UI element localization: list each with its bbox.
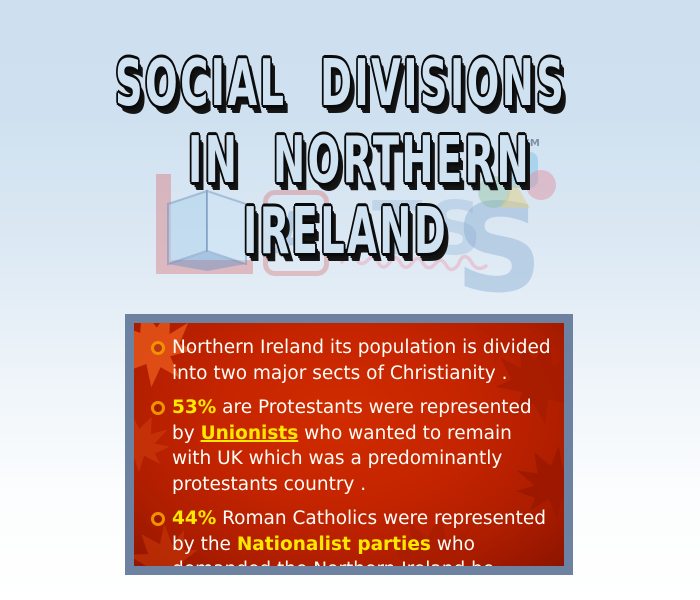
bullet-text-segment: who wanted to remain with UK which was a… (172, 422, 512, 495)
title-line-3: IRELAND (243, 195, 449, 269)
bullet-text-segment: Roman Catholics were represented by the (172, 508, 546, 555)
green-circle-icon (478, 176, 510, 208)
yellow-triangle-icon (500, 182, 530, 208)
bullet-item: Northern Ireland its population is divid… (151, 335, 553, 386)
bullet-ring-icon (151, 341, 165, 355)
bullet-item: 53% are Protestants were represented by … (151, 395, 553, 497)
logo-letter-a: A (263, 190, 329, 276)
red-circle-icon (526, 170, 556, 200)
bullet-item: 44% Roman Catholics were represented by … (151, 506, 553, 575)
bullet-text-segment: Northern Ireland its population is divid… (172, 337, 551, 384)
bullet-text-segment: who demanded the Northern Ireland be uni… (172, 533, 495, 575)
logo-letters-ts: TS (372, 186, 488, 272)
bullet-text-segment: 44% (172, 508, 217, 529)
script-flourish (340, 250, 488, 272)
bullet-text-segment: Unionists (200, 422, 299, 444)
trademark-label: TM (522, 138, 541, 149)
bullet-ring-icon (151, 512, 165, 526)
bullet-ring-icon (151, 401, 165, 415)
content-panel: Northern Ireland its population is divid… (125, 314, 573, 575)
bullet-text-segment: 53% (172, 397, 217, 418)
bullet-text-segment: Nationalist parties (236, 533, 431, 555)
book-logo-icon (156, 174, 253, 274)
blue-square-icon (502, 152, 538, 188)
title-line-1: SOCIAL DIVISIONS (115, 47, 567, 121)
title-line-2: IN NORTHERN (188, 124, 532, 198)
bullet-text-segment: are Protestants were represented by (172, 397, 532, 444)
bullet-list: Northern Ireland its population is divid… (134, 323, 563, 575)
logo-letter-s: S (455, 178, 543, 320)
